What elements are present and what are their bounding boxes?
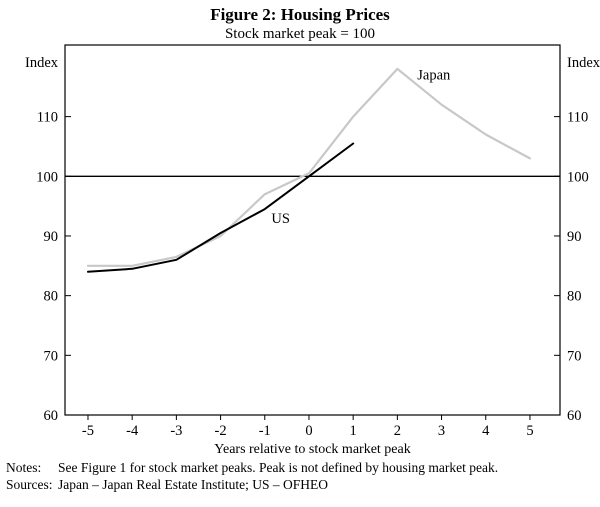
- x-tick-label: -1: [259, 423, 271, 439]
- x-tick-label: 3: [438, 423, 445, 439]
- x-axis-label: Years relative to stock market peak: [214, 442, 410, 457]
- y-tick-label-left: 80: [44, 289, 59, 305]
- x-tick-label: -2: [215, 423, 227, 439]
- y-axis-label-right: Index: [567, 55, 600, 71]
- y-tick-label-left: 70: [44, 348, 59, 364]
- series-line-us: [87, 142, 355, 273]
- y-tick-label-right: 60: [567, 408, 582, 424]
- y-tick-label-right: 100: [567, 169, 589, 185]
- plot-border: [64, 44, 561, 416]
- x-tick-label: 2: [394, 423, 401, 439]
- figure-footer: Notes: See Figure 1 for stock market pea…: [0, 459, 600, 493]
- y-tick-label-left: 90: [44, 229, 59, 245]
- y-tick-label-left: 100: [36, 169, 58, 185]
- sources-text: Japan – Japan Real Estate Institute; US …: [58, 477, 328, 492]
- y-tick-label-left: 60: [44, 408, 59, 424]
- sources-label: Sources:: [6, 477, 53, 492]
- x-tick-label: 1: [350, 423, 357, 439]
- x-tick-label: 4: [482, 423, 490, 439]
- y-axis-label-left: Index: [25, 55, 59, 71]
- x-tick-label: 0: [305, 423, 312, 439]
- notes-label: Notes:: [6, 460, 42, 475]
- figure-title: Figure 2: Housing Prices: [210, 5, 390, 24]
- series-label-japan: Japan: [417, 68, 451, 84]
- x-tick-label: -5: [82, 423, 94, 439]
- notes-text: See Figure 1 for stock market peaks. Pea…: [58, 460, 499, 475]
- chart-canvas: 60 60 70 70 80 80 90 90 100 100 110 110 -5 -4 -3 -2 -1 0 1…: [25, 44, 600, 457]
- x-tick-label: -4: [126, 423, 139, 439]
- series-line-japan: [86, 67, 532, 267]
- x-tick-label: -3: [170, 423, 182, 439]
- sources-row: Sources: Japan – Japan Real Estate Insti…: [6, 476, 600, 493]
- y-tick-label-left: 110: [37, 110, 58, 126]
- notes-row: Notes: See Figure 1 for stock market pea…: [6, 459, 600, 476]
- y-tick-label-right: 110: [567, 110, 588, 126]
- y-tick-label-right: 80: [567, 289, 582, 305]
- y-tick-label-right: 70: [567, 348, 582, 364]
- housing-prices-chart: 60 60 70 70 80 80 90 90 100 100 110 110 -5 -4 -3 -2 -1 0 1…: [0, 43, 600, 459]
- figure-subtitle: Stock market peak = 100: [224, 26, 376, 42]
- series-label-us: US: [271, 211, 290, 227]
- x-tick-label: 5: [526, 423, 533, 439]
- y-tick-label-right: 90: [567, 229, 582, 245]
